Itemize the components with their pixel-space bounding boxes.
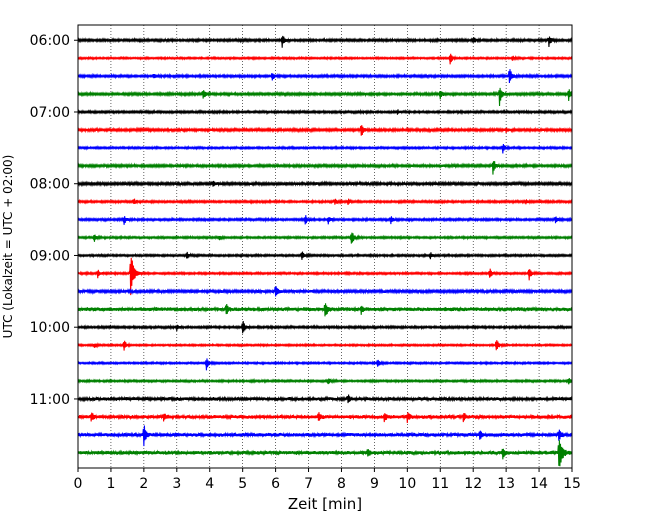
x-axis-title: Zeit [min] (288, 495, 362, 513)
x-tick-label: 1 (106, 476, 115, 492)
x-tick-label: 10 (398, 476, 416, 492)
x-tick-label: 3 (172, 476, 181, 492)
trace-0645 (77, 87, 573, 106)
trace-0615 (77, 53, 573, 65)
seismic-traces (77, 35, 573, 467)
trace-1145 (77, 440, 573, 467)
trace-0830 (77, 215, 573, 225)
trace-0930 (77, 286, 573, 297)
trace-0845 (77, 232, 573, 244)
trace-0915 (77, 257, 573, 296)
x-tick-label: 13 (497, 476, 515, 492)
trace-1045 (77, 377, 573, 385)
x-tick-label: 14 (530, 476, 548, 492)
trace-1100 (77, 394, 573, 404)
y-tick-label: 08:00 (30, 177, 70, 193)
x-tick-label: 4 (205, 476, 214, 492)
y-tick-label: 10:00 (30, 320, 70, 336)
x-tick-label: 15 (563, 476, 581, 492)
y-tick-label: 09:00 (30, 248, 70, 264)
trace-1030 (77, 358, 573, 371)
y-tick-label: 11:00 (30, 392, 70, 408)
trace-1000 (77, 321, 573, 334)
x-tick-label: 5 (238, 476, 247, 492)
trace-0815 (77, 198, 573, 206)
trace-0945 (77, 303, 573, 317)
y-tick-label: 06:00 (30, 33, 70, 49)
trace-1130 (77, 425, 573, 447)
x-tick-label: 0 (74, 476, 83, 492)
trace-0600 (77, 35, 573, 48)
trace-1115 (77, 412, 573, 424)
x-tick-label: 7 (304, 476, 313, 492)
x-tick-label: 8 (337, 476, 346, 492)
x-tick-label: 9 (370, 476, 379, 492)
grid-lines (110, 25, 540, 468)
x-axis-ticks: 0 1 2 3 4 5 6 7 8 9 10 11 12 13 14 15 (74, 468, 581, 492)
trace-0800 (77, 180, 573, 188)
trace-0700 (77, 108, 573, 116)
x-tick-label: 12 (464, 476, 482, 492)
trace-0900 (77, 251, 573, 260)
x-tick-label: 6 (271, 476, 280, 492)
x-tick-label: 2 (139, 476, 148, 492)
y-axis-ticks: 06:00 07:00 08:00 09:00 10:00 11:00 (30, 33, 78, 408)
trace-0745 (77, 161, 573, 175)
plot-frame (77, 24, 573, 469)
x-tick-label: 11 (431, 476, 449, 492)
trace-0730 (77, 144, 573, 154)
trace-0630 (77, 69, 573, 84)
y-axis-title: UTC (Lokalzeit = UTC + 02:00) (1, 155, 15, 339)
trace-0715 (77, 125, 573, 136)
y-tick-label: 07:00 (30, 105, 70, 121)
trace-1015 (77, 340, 573, 351)
